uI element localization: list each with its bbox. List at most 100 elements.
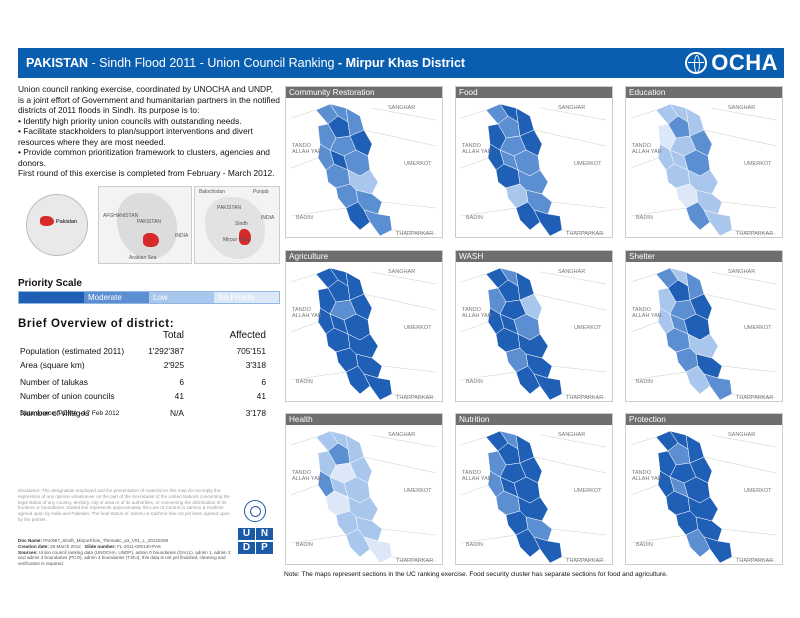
- district-overview: Brief Overview of district: Total Affect…: [18, 318, 268, 420]
- map-title: Food: [456, 87, 612, 98]
- union-council-area: [363, 536, 393, 564]
- map-label-badin: BADIN: [636, 215, 653, 221]
- map-title: WASH: [456, 251, 612, 262]
- map-label-tando: TANDO ALLAH YAR: [292, 470, 322, 482]
- priority-level-2: Low: [149, 292, 214, 303]
- map-label-sanghar: SANGHAR: [388, 269, 416, 275]
- country-locator-map: AFGHANISTAN PAKISTAN INDIA Arabian Sea: [98, 186, 192, 264]
- map-label-tando: TANDO ALLAH YAR: [632, 307, 662, 319]
- map-label-badin: BADIN: [636, 542, 653, 548]
- union-council-area: [349, 293, 373, 321]
- priority-scale-title: Priority Scale: [18, 278, 82, 289]
- map-label-badin: BADIN: [296, 379, 313, 385]
- district-map: [460, 267, 607, 401]
- district-map: [460, 430, 607, 564]
- priority-level-0: High: [19, 292, 84, 303]
- union-council-area: [533, 209, 563, 237]
- map-label-tharparkar: THARPARKAR: [736, 395, 774, 401]
- overview-rows: Population (estimated 2011) 1'292'387 705'…: [18, 344, 268, 420]
- thematic-map-health: Health SANGHAR TANDO ALLAH YAR UMERKOT BADIN…: [285, 413, 443, 565]
- page-title: PAKISTAN - Sindh Flood 2011 - Union Coun…: [26, 56, 466, 70]
- map-label-tharparkar: THARPARKAR: [736, 231, 774, 237]
- thematic-map-agriculture: Agriculture SANGHAR TANDO ALLAH YAR UMERKOT…: [285, 250, 443, 402]
- union-council-area: [703, 373, 733, 401]
- document-metadata: Doc Name: PAK987_Sindh_MirpurKhas_Themat…: [18, 538, 231, 567]
- map-label-sanghar: SANGHAR: [728, 269, 756, 275]
- map-title: Protection: [626, 414, 782, 425]
- map-label-umerkot: UMERKOT: [744, 325, 772, 331]
- district-map: [630, 267, 777, 401]
- union-council-area: [703, 209, 733, 237]
- map-title: Health: [286, 414, 442, 425]
- district-map: [290, 267, 437, 401]
- intro-text: Union council ranking exercise, coordina…: [18, 84, 280, 178]
- map-title: Nutrition: [456, 414, 612, 425]
- locator-maps: Pakistan AFGHANISTAN PAKISTAN INDIA Arab…: [18, 186, 280, 266]
- union-council-area: [519, 456, 543, 484]
- map-label-tando: TANDO ALLAH YAR: [462, 307, 492, 319]
- map-label-tando: TANDO ALLAH YAR: [292, 307, 322, 319]
- overview-header-row: Total Affected: [162, 330, 266, 341]
- map-title: Shelter: [626, 251, 782, 262]
- map-label-tharparkar: THARPARKAR: [736, 558, 774, 564]
- data-source: Data source: PDMA - 17 Feb 2012: [20, 410, 120, 417]
- map-label-sanghar: SANGHAR: [728, 432, 756, 438]
- map-label-badin: BADIN: [636, 379, 653, 385]
- priority-level-1: Moderate: [84, 292, 149, 303]
- map-label-badin: BADIN: [466, 379, 483, 385]
- map-label-tando: TANDO ALLAH YAR: [632, 470, 662, 482]
- un-emblem-icon: [685, 52, 708, 74]
- map-label-umerkot: UMERKOT: [574, 325, 602, 331]
- un-emblem-icon: [244, 500, 266, 522]
- map-label-tharparkar: THARPARKAR: [566, 558, 604, 564]
- map-title: Community Restoration: [286, 87, 442, 98]
- map-label-umerkot: UMERKOT: [404, 161, 432, 167]
- overview-row: Population (estimated 2011) 1'292'387 705'…: [20, 346, 266, 356]
- globe-icon: [26, 194, 88, 256]
- priority-level-3: No Priority: [214, 292, 279, 303]
- ocha-logo: OCHA: [685, 50, 778, 76]
- title-banner: PAKISTAN - Sindh Flood 2011 - Union Coun…: [18, 48, 784, 78]
- map-label-sanghar: SANGHAR: [728, 105, 756, 111]
- district-map: [630, 103, 777, 237]
- overview-row: Number of villages N/A 3'178: [20, 408, 266, 418]
- map-label-badin: BADIN: [296, 542, 313, 548]
- map-label-sanghar: SANGHAR: [558, 105, 586, 111]
- map-label-tharparkar: THARPARKAR: [396, 395, 434, 401]
- district-map: [460, 103, 607, 237]
- map-label-umerkot: UMERKOT: [404, 325, 432, 331]
- map-label-umerkot: UMERKOT: [744, 161, 772, 167]
- thematic-map-nutrition: Nutrition SANGHAR TANDO ALLAH YAR UMERKOT BA…: [455, 413, 613, 565]
- overview-row: Number of union councils 41 41: [20, 391, 266, 401]
- disclaimer-text: Disclaimer: The designation employed and…: [18, 488, 230, 522]
- map-label-tharparkar: THARPARKAR: [396, 231, 434, 237]
- district-map: [290, 103, 437, 237]
- union-council-area: [703, 536, 733, 564]
- map-title: Agriculture: [286, 251, 442, 262]
- map-label-badin: BADIN: [466, 215, 483, 221]
- province-locator-map: Balochistan Punjab PAKISTAN INDIA Sindh …: [194, 186, 280, 264]
- map-label-sanghar: SANGHAR: [558, 269, 586, 275]
- union-council-area: [349, 129, 373, 157]
- union-council-area: [363, 373, 393, 401]
- thematic-map-community-restoration: Community Restoration SANGHAR TANDO ALLAH …: [285, 86, 443, 238]
- map-label-badin: BADIN: [466, 542, 483, 548]
- thematic-map-education: Education SANGHAR TANDO ALLAH YAR UMERKOT BA…: [625, 86, 783, 238]
- map-label-sanghar: SANGHAR: [388, 105, 416, 111]
- union-council-area: [349, 456, 373, 484]
- union-council-area: [533, 536, 563, 564]
- map-label-umerkot: UMERKOT: [404, 488, 432, 494]
- footnote: Note: The maps represent sections in the…: [284, 571, 668, 578]
- union-council-area: [519, 129, 543, 157]
- globe-locator-map: Pakistan: [18, 186, 98, 264]
- thematic-map-shelter: Shelter SANGHAR TANDO ALLAH YAR UMERKOT BADI…: [625, 250, 783, 402]
- map-label-badin: BADIN: [296, 215, 313, 221]
- undp-logo: U N D P: [236, 498, 274, 580]
- union-council-area: [689, 129, 713, 157]
- map-label-umerkot: UMERKOT: [744, 488, 772, 494]
- thematic-map-food: Food SANGHAR TANDO ALLAH YAR UMERKOT BADIN TH…: [455, 86, 613, 238]
- overview-row: Number of talukas 6 6: [20, 377, 266, 387]
- map-label-tando: TANDO ALLAH YAR: [292, 143, 322, 155]
- union-council-area: [689, 293, 713, 321]
- map-label-tando: TANDO ALLAH YAR: [462, 470, 492, 482]
